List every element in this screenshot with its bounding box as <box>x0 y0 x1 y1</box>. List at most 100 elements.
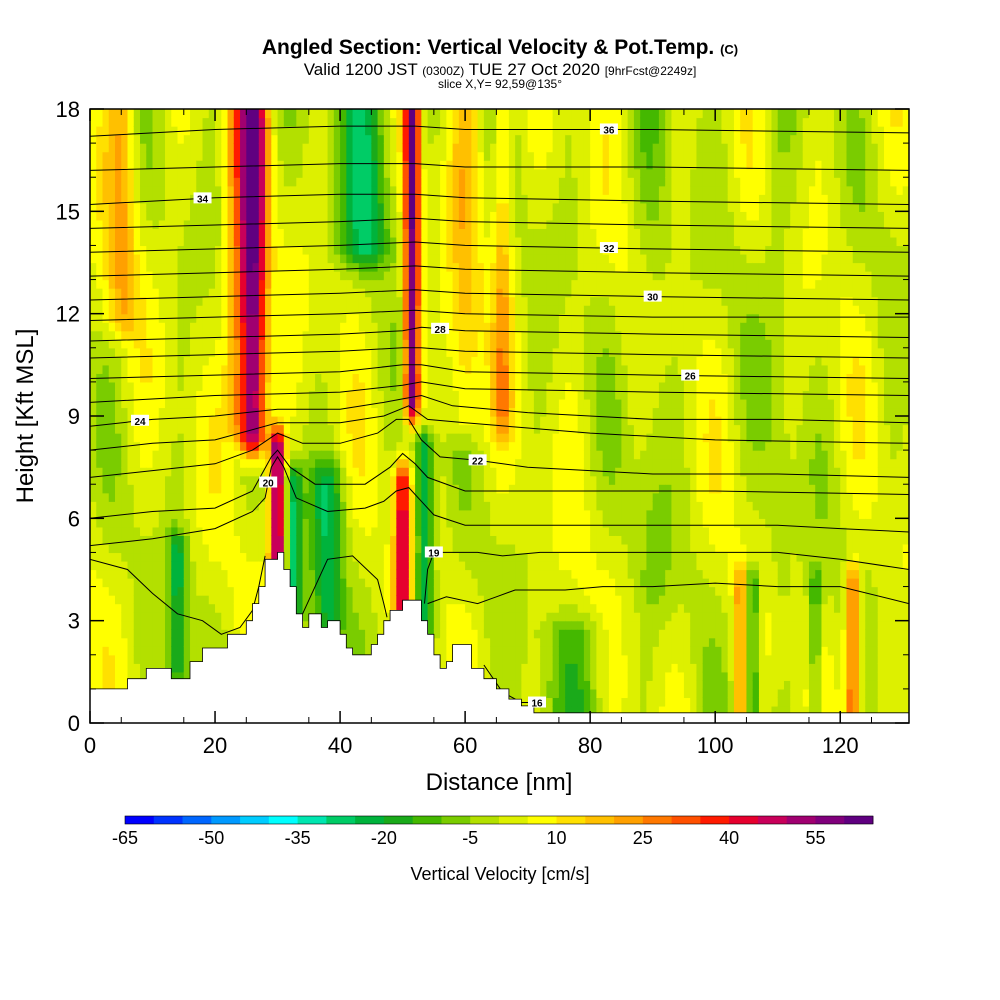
velocity-cell <box>333 339 341 349</box>
velocity-cell <box>408 185 416 195</box>
velocity-cell <box>146 245 154 255</box>
velocity-cell <box>490 416 497 426</box>
velocity-cell <box>321 271 329 281</box>
velocity-cell <box>246 612 254 622</box>
velocity-cell <box>196 569 204 579</box>
velocity-cell <box>340 126 347 136</box>
velocity-cell <box>227 484 235 494</box>
velocity-cell <box>452 364 460 374</box>
velocity-cell <box>521 620 529 630</box>
velocity-cell <box>515 680 522 690</box>
velocity-cell <box>433 194 441 204</box>
velocity-cell <box>246 279 254 289</box>
velocity-cell <box>121 236 129 247</box>
velocity-cell <box>515 305 522 315</box>
velocity-cell <box>402 151 410 161</box>
velocity-cell <box>296 296 304 306</box>
velocity-cell <box>208 492 216 502</box>
velocity-cell <box>140 126 147 136</box>
velocity-cell <box>471 211 479 221</box>
velocity-cell <box>358 253 366 264</box>
velocity-cell <box>415 339 422 349</box>
velocity-cell <box>371 390 379 400</box>
velocity-cell <box>496 578 504 588</box>
velocity-cell <box>152 253 160 264</box>
velocity-cell <box>177 552 185 562</box>
velocity-cell <box>102 578 110 588</box>
velocity-cell <box>246 535 254 545</box>
velocity-cell <box>96 151 104 161</box>
velocity-cell <box>496 620 504 630</box>
velocity-cell <box>196 228 204 238</box>
velocity-cell <box>96 381 104 392</box>
velocity-cell <box>396 501 404 511</box>
velocity-cell <box>340 501 347 511</box>
velocity-cell <box>515 253 522 264</box>
velocity-cell <box>165 279 172 289</box>
velocity-cell <box>452 637 460 647</box>
velocity-cell <box>90 646 97 656</box>
velocity-cell <box>252 441 260 451</box>
velocity-cell <box>271 441 279 451</box>
velocity-cell <box>377 390 385 400</box>
velocity-cell <box>440 484 447 494</box>
velocity-cell <box>340 416 347 426</box>
velocity-cell <box>202 398 210 409</box>
velocity-cell <box>102 126 110 136</box>
velocity-cell <box>265 458 272 468</box>
velocity-cell <box>321 245 329 255</box>
velocity-cell <box>190 501 197 511</box>
velocity-cell <box>333 450 341 460</box>
velocity-cell <box>102 194 110 204</box>
velocity-cell <box>265 219 272 229</box>
velocity-cell <box>396 552 404 562</box>
velocity-cell <box>483 416 491 426</box>
velocity-cell <box>390 160 397 170</box>
velocity-cell <box>246 134 254 144</box>
velocity-cell <box>446 117 454 127</box>
velocity-cell <box>258 134 266 144</box>
velocity-cell <box>308 194 316 204</box>
velocity-cell <box>290 109 297 119</box>
velocity-cell <box>90 364 97 374</box>
velocity-cell <box>508 450 516 460</box>
velocity-cell <box>108 586 116 596</box>
velocity-cell <box>352 381 360 392</box>
velocity-cell <box>202 126 210 136</box>
velocity-cell <box>352 637 360 647</box>
velocity-cell <box>477 313 485 323</box>
velocity-cell <box>358 296 366 306</box>
velocity-cell <box>227 578 235 588</box>
velocity-cell <box>421 313 429 323</box>
velocity-cell <box>471 543 479 554</box>
velocity-cell <box>96 313 104 323</box>
velocity-cell <box>308 416 316 426</box>
velocity-cell <box>483 253 491 264</box>
velocity-cell <box>421 492 429 502</box>
velocity-cell <box>102 109 110 119</box>
velocity-cell <box>421 305 429 315</box>
velocity-cell <box>215 288 222 298</box>
velocity-cell <box>208 612 216 622</box>
velocity-cell <box>183 398 191 409</box>
velocity-cell <box>208 253 216 264</box>
velocity-cell <box>446 509 454 519</box>
velocity-cell <box>277 117 285 127</box>
velocity-cell <box>171 492 179 502</box>
velocity-cell <box>308 202 316 212</box>
velocity-cell <box>465 475 472 485</box>
velocity-cell <box>446 253 454 264</box>
velocity-cell <box>408 109 416 119</box>
velocity-cell <box>90 143 97 153</box>
velocity-cell <box>371 347 379 357</box>
velocity-cell <box>140 262 147 272</box>
velocity-cell <box>158 194 166 204</box>
velocity-cell <box>227 228 235 238</box>
velocity-cell <box>377 271 385 281</box>
velocity-cell <box>240 236 247 247</box>
velocity-cell <box>465 552 472 562</box>
velocity-cell <box>127 219 135 229</box>
velocity-cell <box>146 637 154 647</box>
velocity-cell <box>496 271 504 281</box>
velocity-cell <box>202 185 210 195</box>
